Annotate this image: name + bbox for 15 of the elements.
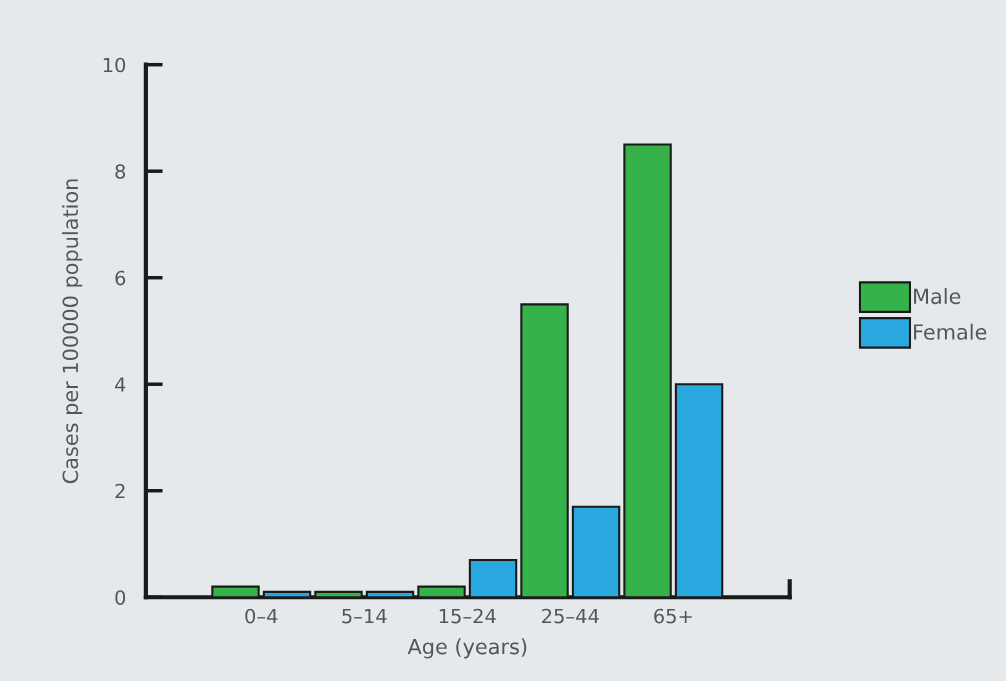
x-tick-label: 65+ [654, 608, 692, 624]
y-tick-label: 10 [103, 57, 126, 73]
y-tick-label: 4 [115, 377, 126, 392]
y-tick-label: 2 [115, 483, 125, 499]
x-tick-label: 5–14 [342, 608, 387, 624]
y-tick-label: 8 [115, 164, 126, 179]
x-axis-title: Age (years) [407, 638, 527, 659]
x-tick-label: 0–4 [245, 608, 278, 624]
legend-label: Female [914, 323, 987, 340]
x-tick-label: 15–24 [439, 608, 496, 624]
y-axis-title: Cases per 100000 population [62, 179, 83, 484]
y-tick-label: 6 [115, 270, 126, 286]
x-tick-label: 25–44 [542, 608, 599, 624]
y-tick-label: 0 [115, 590, 126, 605]
legend-label: Male [914, 288, 961, 305]
